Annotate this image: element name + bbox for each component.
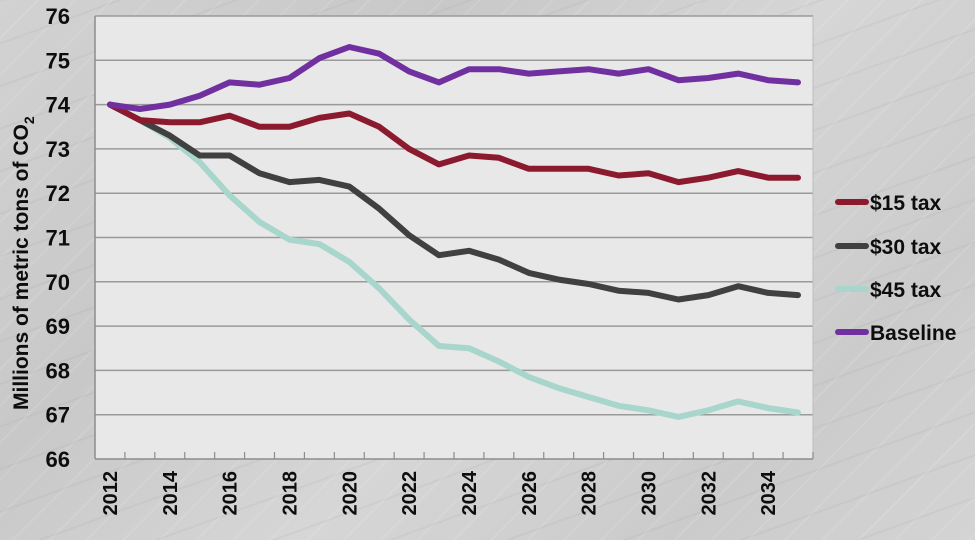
- x-tick-label: 2022: [399, 471, 421, 516]
- y-tick-label: 71: [46, 226, 70, 251]
- legend: $15 tax $30 tax $45 tax Baseline: [835, 192, 956, 345]
- y-tick-label: 70: [46, 270, 70, 295]
- x-tick-label: 2014: [160, 470, 182, 515]
- x-axis-tick-labels: 2012 2014 2016 2018 2020 2022 2024 2026 2028 2030…: [100, 470, 780, 515]
- y-tick-label: 76: [46, 4, 70, 29]
- x-axis: [94, 16, 814, 460]
- legend-item: $15 tax: [835, 192, 942, 215]
- y-tick-label: 68: [46, 358, 70, 383]
- legend-label: $30 tax: [870, 236, 942, 259]
- legend-label: Baseline: [870, 322, 956, 345]
- series-line-30-tax: [107, 101, 801, 303]
- y-tick-label: 69: [46, 314, 70, 339]
- x-tick-label: 2016: [220, 471, 242, 516]
- x-tick-label: 2024: [459, 470, 481, 515]
- x-tick-label: 2030: [638, 471, 660, 516]
- y-axis-title: Millions of metric tons of CO2: [10, 116, 37, 410]
- y-tick-label: 72: [46, 181, 70, 206]
- x-tick-label: 2028: [579, 471, 601, 516]
- series-line-15-tax: [107, 101, 801, 186]
- x-tick-label: 2020: [339, 471, 361, 516]
- x-tick-label: 2026: [519, 471, 541, 516]
- x-tick-label: 2018: [279, 471, 301, 516]
- series-line-45-tax: [107, 101, 801, 420]
- legend-label: $15 tax: [870, 192, 942, 215]
- legend-item: $45 tax: [835, 279, 942, 302]
- data-series: [107, 44, 801, 420]
- gridlines: [95, 15, 814, 459]
- y-tick-label: 74: [46, 93, 71, 118]
- series-line-baseline: [107, 44, 801, 112]
- legend-label: $45 tax: [870, 279, 942, 302]
- legend-item: $30 tax: [835, 236, 942, 259]
- legend-item: Baseline: [835, 322, 956, 345]
- y-tick-label: 73: [46, 137, 70, 162]
- y-tick-label: 67: [46, 403, 70, 428]
- x-tick-label: 2032: [698, 471, 720, 516]
- x-tick-label: 2012: [100, 471, 122, 516]
- y-tick-label: 66: [46, 447, 70, 472]
- y-tick-label: 75: [46, 48, 70, 73]
- x-tick-label: 2034: [758, 470, 780, 515]
- y-axis-tick-labels: 66 67 68 69 70 71 72 73 74 75 76: [46, 4, 71, 472]
